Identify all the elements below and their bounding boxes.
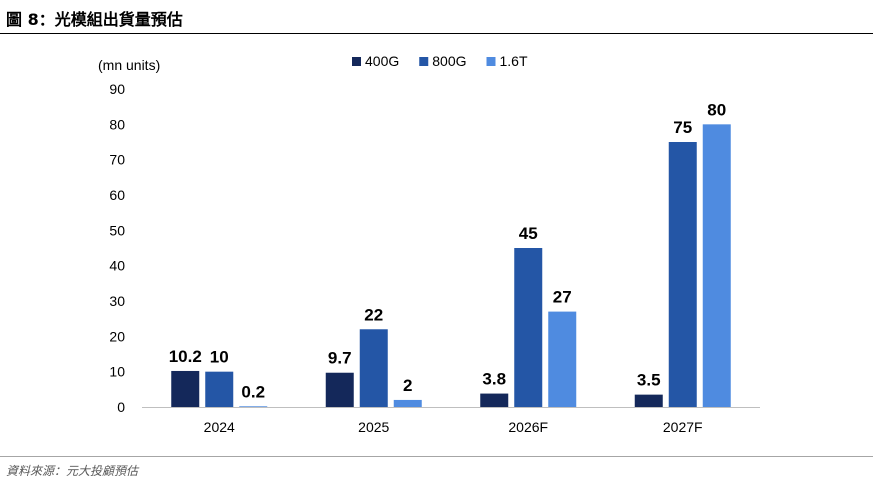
bar-chart: (mn units) 0 10 20 30 40 50 60 70 80 90 10.2 10 0.2 20… [98, 53, 760, 435]
bar-800g-2027f [668, 142, 697, 407]
y-tick-label: 10 [109, 364, 125, 380]
data-label: 3.8 [482, 370, 506, 389]
bar-16t-2024 [239, 406, 268, 407]
legend-label: 1.6T [500, 53, 528, 69]
data-label: 3.5 [637, 371, 661, 390]
y-tick-label: 70 [109, 152, 125, 168]
data-label: 2 [403, 376, 412, 395]
bar-800g-2025 [359, 329, 388, 407]
y-tick-label: 20 [109, 328, 125, 344]
source-note: 資料來源：元大投顧預估 [6, 464, 139, 478]
data-label: 75 [673, 118, 692, 137]
legend-swatch [486, 57, 496, 66]
bar-400g-2024 [171, 370, 200, 407]
legend-label: 800G [432, 53, 466, 69]
legend-swatch [419, 57, 429, 66]
figure-title: 圖 8：光模組出貨量預估 [6, 10, 183, 29]
bar-800g-2026f [514, 248, 543, 407]
y-tick-label: 50 [109, 222, 125, 238]
bar-800g-2024 [205, 371, 234, 407]
legend-swatch [352, 57, 361, 66]
data-label: 10.2 [169, 347, 202, 366]
data-label: 80 [707, 100, 726, 119]
source-divider [0, 456, 873, 457]
bar-400g-2027f [634, 394, 663, 407]
x-tick-label: 2025 [358, 419, 389, 435]
data-label: 0.2 [241, 382, 265, 401]
bar-400g-2026f [480, 393, 509, 407]
y-tick-label: 60 [109, 187, 125, 203]
x-tick-label: 2024 [204, 419, 235, 435]
data-label: 9.7 [328, 349, 352, 368]
x-tick-label: 2027F [663, 419, 703, 435]
data-label: 22 [364, 305, 383, 324]
y-tick-label: 90 [109, 81, 125, 97]
bar-16t-2027f [702, 124, 731, 407]
data-label: 27 [553, 288, 572, 307]
y-axis-unit-label: (mn units) [98, 57, 160, 73]
y-tick-label: 0 [117, 399, 125, 415]
bar-400g-2025 [325, 372, 354, 407]
data-label: 45 [519, 224, 538, 243]
bar-16t-2025 [393, 399, 422, 407]
y-tick-label: 40 [109, 258, 125, 274]
y-tick-label: 30 [109, 293, 125, 309]
bar-16t-2026f [548, 311, 577, 407]
title-divider [0, 33, 873, 34]
x-tick-label: 2026F [508, 419, 548, 435]
legend-label: 400G [365, 53, 399, 69]
y-tick-label: 80 [109, 116, 125, 132]
data-label: 10 [210, 348, 229, 367]
